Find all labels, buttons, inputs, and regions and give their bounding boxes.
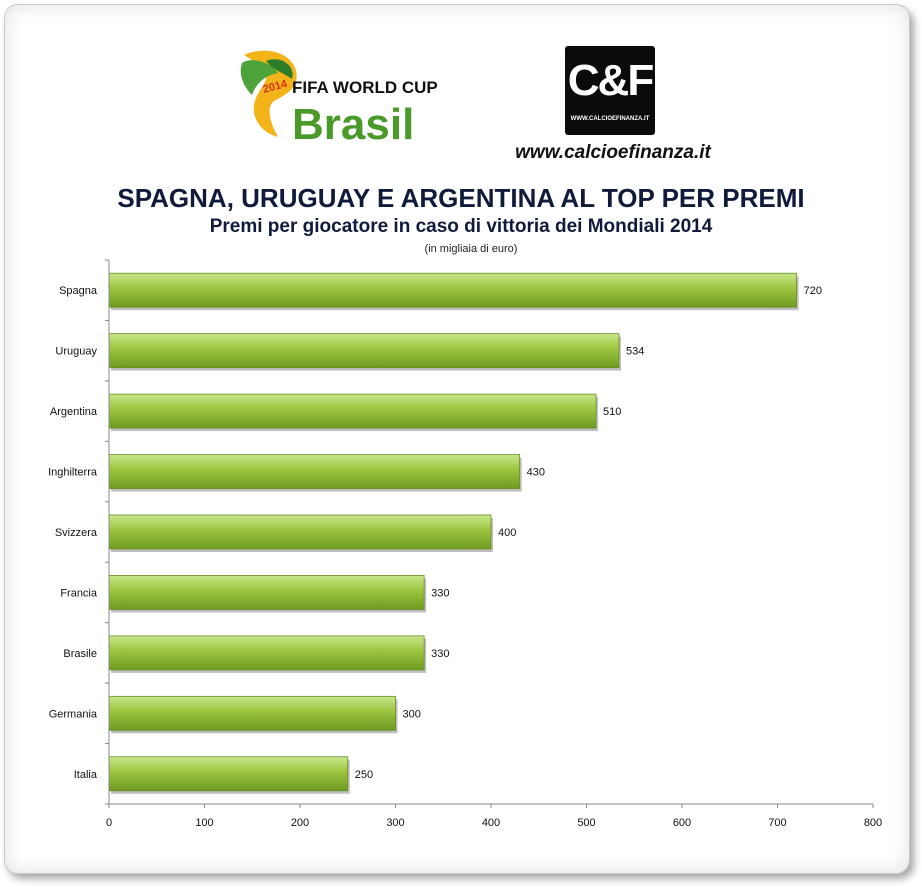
category-label: Brasile	[63, 648, 97, 660]
x-tick-label: 800	[864, 817, 882, 829]
bar-spagna	[108, 272, 797, 308]
unit-note: (in migliaia di euro)	[424, 243, 518, 255]
fifa-world-cup-logo: 2014 FIFA WORLD CUP Brasil	[240, 50, 438, 149]
value-label: 250	[355, 769, 373, 781]
x-tick-label: 600	[673, 817, 691, 829]
x-tick-label: 500	[577, 817, 595, 829]
x-tick-label: 400	[482, 817, 500, 829]
bar-brasile	[108, 635, 425, 671]
chart-title: SPAGNA, URUGUAY E ARGENTINA AL TOP PER P…	[117, 183, 805, 213]
wc-title-text: FIFA WORLD CUP	[292, 78, 438, 97]
category-label: Spagna	[59, 285, 98, 297]
cf-small-url: WWW.CALCIOEFINANZA.IT	[570, 116, 650, 122]
bar-uruguay	[108, 333, 620, 369]
category-label: Italia	[74, 769, 98, 781]
x-tick-label: 200	[291, 817, 309, 829]
value-label: 330	[431, 648, 449, 660]
value-label: 400	[498, 527, 516, 539]
category-label: Francia	[60, 587, 98, 599]
category-label: Germania	[49, 708, 98, 720]
category-label: Svizzera	[55, 527, 98, 539]
value-label: 534	[626, 346, 644, 358]
calcio-finanza-url: www.calcioefinanza.it	[515, 142, 711, 163]
cf-mark: C&F	[567, 56, 654, 105]
value-label: 330	[431, 587, 449, 599]
category-label: Argentina	[50, 406, 98, 418]
bar-inghilterra	[108, 454, 521, 489]
bar-svizzera	[108, 514, 492, 550]
chart-subtitle: Premi per giocatore in caso di vittoria …	[209, 216, 713, 237]
value-label: 720	[804, 285, 822, 297]
x-tick-label: 300	[386, 817, 404, 829]
wc-brasil-text: Brasil	[292, 100, 414, 149]
bar-argentina	[108, 393, 597, 429]
bar-francia	[108, 575, 425, 610]
category-label: Inghilterra	[48, 467, 98, 479]
value-label: 510	[603, 406, 621, 418]
value-label: 300	[403, 708, 421, 720]
x-tick-label: 0	[106, 817, 112, 829]
x-tick-label: 100	[195, 817, 213, 829]
category-label: Uruguay	[55, 346, 97, 358]
bar-germania	[108, 695, 396, 731]
value-label: 430	[527, 467, 545, 479]
calcio-finanza-logo: C&F WWW.CALCIOEFINANZA.IT	[565, 46, 655, 135]
bar-italia	[108, 756, 349, 792]
x-tick-label: 700	[768, 817, 786, 829]
